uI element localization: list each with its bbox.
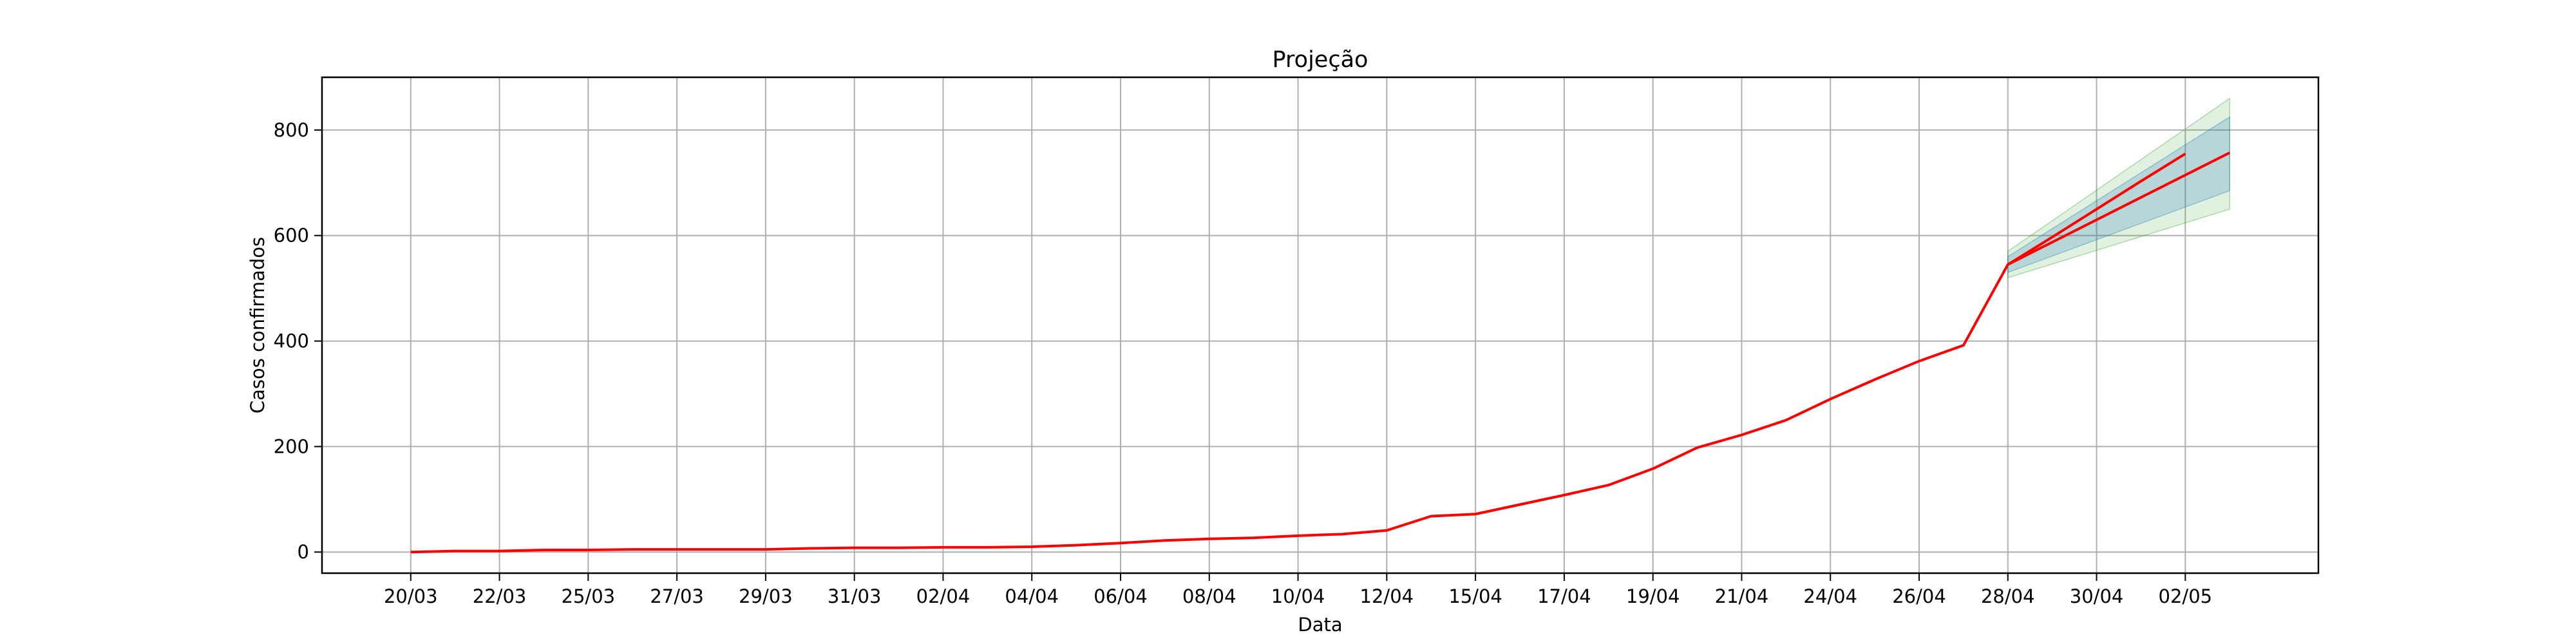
y-tick-label: 800: [274, 119, 309, 141]
x-tick-label: 21/04: [1715, 585, 1769, 607]
y-axis-title: Casos confirmados: [247, 237, 269, 413]
x-tick-label: 29/03: [739, 585, 793, 607]
axis-ticks: 20/03 22/03 25/03 27/03 29/03 31/03 02/04 04/04…: [274, 119, 2212, 607]
series-lines: [410, 151, 2231, 554]
y-tick-label: 600: [274, 225, 309, 247]
x-tick-label: 30/04: [2070, 585, 2124, 607]
x-tick-label: 24/04: [1803, 585, 1857, 607]
y-tick-label: 0: [298, 541, 309, 563]
x-tick-label: 15/04: [1448, 585, 1502, 607]
confidence-bands: [2007, 97, 2230, 279]
x-tick-label: 20/03: [384, 585, 438, 607]
y-tick-label: 400: [274, 330, 309, 352]
x-tick-label: 02/04: [916, 585, 971, 607]
x-tick-label: 02/05: [2159, 585, 2213, 607]
x-tick-label: 28/04: [1981, 585, 2035, 607]
x-tick-label: 22/03: [473, 585, 527, 607]
y-tick-label: 200: [274, 435, 309, 457]
x-tick-label: 17/04: [1537, 585, 1591, 607]
x-tick-label: 12/04: [1360, 585, 1414, 607]
x-tick-label: 26/04: [1892, 585, 1946, 607]
chart-title: Projeção: [1273, 47, 1368, 73]
grid-lines: [322, 77, 2318, 573]
x-tick-label: 19/04: [1626, 585, 1680, 607]
confidence-band: [2007, 97, 2230, 279]
x-tick-label: 04/04: [1005, 585, 1059, 607]
projection-line: [2007, 151, 2231, 266]
plot-frame: [321, 76, 2320, 574]
x-tick-label: 08/04: [1182, 585, 1236, 607]
x-tick-label: 31/03: [828, 585, 882, 607]
x-tick-label: 10/04: [1271, 585, 1325, 607]
x-axis-title: Data: [1298, 614, 1342, 636]
x-tick-label: 27/03: [650, 585, 704, 607]
series-line: [410, 153, 2186, 554]
x-tick-label: 25/03: [562, 585, 616, 607]
x-tick-label: 06/04: [1094, 585, 1148, 607]
